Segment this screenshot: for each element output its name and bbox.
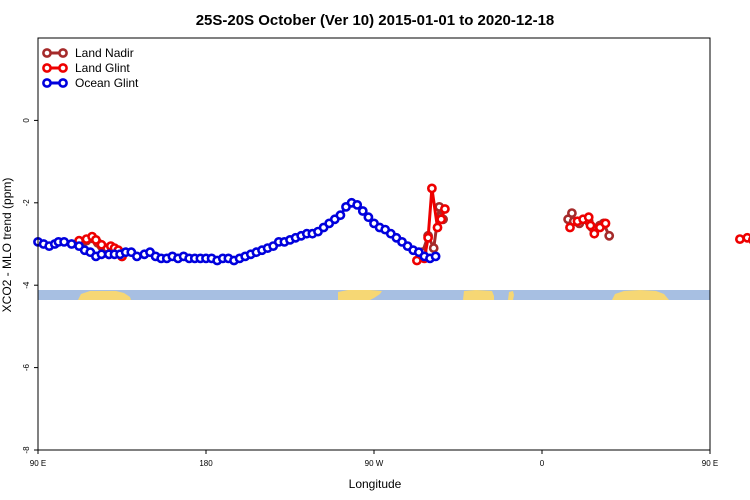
data-point [411, 255, 422, 266]
data-point [439, 204, 450, 214]
legend-label: Land Nadir [75, 46, 134, 60]
data-point [583, 212, 594, 223]
legend-item: Land Nadir [42, 46, 134, 60]
y-axis: 0 -2 -4 -6 -8 [22, 118, 38, 454]
data-point [423, 232, 433, 243]
data-point [428, 243, 439, 253]
legend-swatch-marker [58, 48, 68, 58]
x-tick-label: 0 [540, 459, 545, 468]
legend-label: Land Glint [75, 61, 130, 75]
madagascar-shape [508, 291, 514, 300]
legend-item: Land Glint [42, 61, 130, 75]
data-point [565, 222, 575, 233]
data-point [357, 206, 368, 216]
x-tick-label: 90 E [702, 459, 718, 468]
data-point [91, 234, 101, 245]
x-axis: 90 E 180 90 W 0 90 E [30, 450, 718, 468]
legend-swatch-marker [42, 48, 52, 58]
legend-swatch-marker [42, 78, 52, 88]
data-point [436, 214, 447, 225]
australia-repeat-shape [612, 290, 669, 300]
x-tick-label: 90 E [30, 459, 46, 468]
data-point [600, 218, 611, 229]
legend-swatch-marker [42, 63, 52, 73]
africa-shape [463, 290, 494, 300]
south-america-shape [338, 290, 382, 300]
data-point [66, 239, 77, 249]
y-tick-label: -2 [22, 199, 31, 207]
data-point [96, 239, 107, 250]
data-point [335, 210, 346, 221]
data-point [604, 230, 615, 241]
legend-label: Ocean Glint [75, 76, 139, 90]
chart-title: 25S-20S October (Ver 10) 2015-01-01 to 2… [196, 12, 555, 29]
data-point [589, 228, 600, 239]
plot-frame [37, 37, 711, 451]
data-point [363, 212, 374, 223]
data-point [432, 222, 443, 233]
x-tick-label: 90 W [365, 459, 384, 468]
data-point [352, 199, 363, 210]
x-tick-label: 180 [199, 459, 213, 468]
australia-shape [78, 291, 131, 300]
y-tick-label: -4 [22, 281, 31, 289]
data-point [430, 251, 441, 262]
data-point [567, 208, 577, 218]
x-axis-label: Longitude [349, 477, 402, 491]
data-point [735, 234, 745, 244]
y-tick-label: -6 [22, 363, 31, 371]
legend-item: Ocean Glint [42, 76, 139, 90]
data-point [59, 236, 69, 247]
map-background [38, 290, 710, 300]
legend-swatch-marker [58, 78, 68, 88]
data-point [585, 220, 596, 231]
legend-swatch-marker [58, 63, 68, 73]
y-tick-label: -8 [22, 446, 31, 454]
data-point [426, 183, 437, 194]
series-2 [33, 197, 441, 266]
y-axis-label: XCO2 - MLO trend (ppm) [0, 178, 14, 313]
series-layer [33, 183, 750, 266]
y-tick-label: 0 [22, 118, 31, 123]
data-point [131, 251, 142, 262]
